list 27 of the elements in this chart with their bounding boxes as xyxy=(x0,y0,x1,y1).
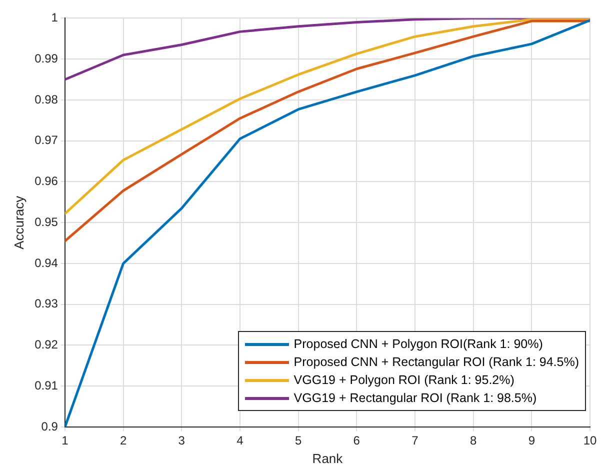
y-tick-label: 1 xyxy=(51,10,58,25)
x-tick-label: 3 xyxy=(178,434,186,448)
x-tick-label: 9 xyxy=(528,434,536,448)
legend-label: Proposed CNN + Polygon ROI(Rank 1: 90%) xyxy=(294,336,543,353)
y-tick-label: 0.95 xyxy=(34,214,58,229)
y-tick-label: 0.94 xyxy=(34,256,58,270)
y-tick-label: 0.93 xyxy=(34,296,58,311)
x-tick-label: 5 xyxy=(294,434,302,448)
legend-label: VGG19 + Rectangular ROI (Rank 1: 98.5%) xyxy=(294,390,537,407)
legend-label: VGG19 + Polygon ROI (Rank 1: 95.2%) xyxy=(294,372,514,389)
y-tick-label: 0.98 xyxy=(34,92,58,106)
x-tick-label: 10 xyxy=(583,434,597,448)
x-tick-label: 1 xyxy=(62,434,69,448)
x-tick-label: 6 xyxy=(353,434,360,448)
y-tick-label: 0.92 xyxy=(34,338,58,352)
x-tick-label: 2 xyxy=(120,434,127,448)
x-axis-title: Rank xyxy=(312,450,344,466)
x-tick-label: 7 xyxy=(412,434,419,448)
x-tick-label: 8 xyxy=(470,434,477,448)
x-tick-label: 4 xyxy=(236,434,244,448)
y-tick-label: 0.91 xyxy=(34,378,58,392)
y-axis-title: Accuracy xyxy=(11,195,26,250)
y-tick-label: 0.99 xyxy=(34,51,58,66)
legend-label: Proposed CNN + Rectangular ROI (Rank 1: 94.5%) xyxy=(294,354,579,371)
y-tick-label: 0.96 xyxy=(34,174,58,188)
y-tick-label: 0.97 xyxy=(34,133,58,148)
y-tick-label: 0.9 xyxy=(41,419,58,434)
